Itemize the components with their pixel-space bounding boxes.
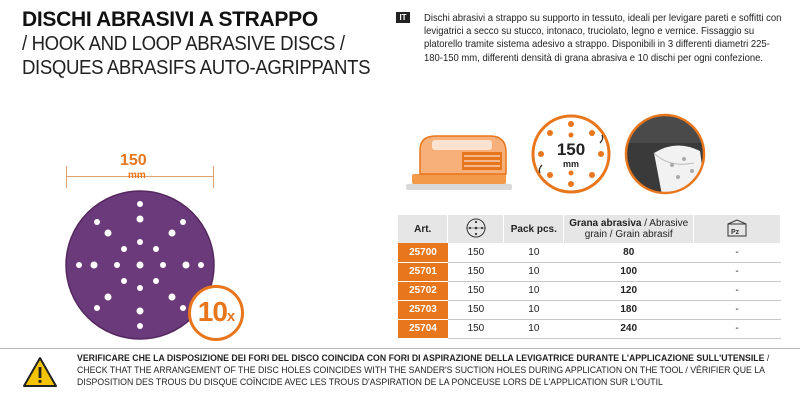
disc-diameter-icon	[465, 218, 486, 237]
diameter-badge: 150 mm	[530, 113, 612, 195]
disc-application-icon	[624, 113, 706, 195]
box-pieces-icon: Pz	[727, 218, 747, 236]
hole-pattern-icon	[531, 114, 611, 194]
disc-illustration: 150 mm	[40, 140, 280, 350]
orbital-sander-icon	[406, 135, 512, 190]
table-header-row: Art. Pack pcs. Grana abrasiva / Abrasive…	[398, 215, 781, 243]
cell-grain: 240	[563, 319, 694, 339]
header-grain: Grana abrasiva / Abrasive grain / Grain …	[563, 215, 695, 243]
warning-icon	[23, 357, 57, 387]
cell-extra: -	[693, 262, 781, 282]
quantity-suffix: x	[226, 308, 235, 325]
pieces-label: Pz	[731, 229, 740, 236]
specs-table: Art. Pack pcs. Grana abrasiva / Abrasive…	[398, 215, 781, 339]
cell-grain: 120	[563, 281, 694, 301]
cell-diameter: 150	[447, 262, 504, 282]
cell-extra: -	[693, 300, 781, 320]
cell-grain: 100	[563, 262, 694, 282]
cell-grain: 80	[563, 243, 694, 263]
cell-diameter: 150	[447, 243, 504, 263]
cell-diameter: 150	[447, 319, 504, 339]
table-row: 25704 150 10 240-	[398, 319, 781, 339]
subtitle-english: / HOOK AND LOOP ABRASIVE DISCS /	[22, 33, 345, 55]
cell-extra: -	[693, 243, 781, 263]
footer-divider	[0, 348, 800, 349]
dimension-tick-left	[66, 166, 67, 188]
header-pieces: Pz	[693, 215, 781, 243]
header-art: Art.	[398, 215, 449, 243]
footer-warning-rest: / CHECK THAT THE ARRANGEMENT OF THE DISC…	[77, 353, 770, 388]
cell-extra: -	[693, 319, 781, 339]
title-block: DISCHI ABRASIVI A STRAPPO / HOOK AND LOO…	[22, 8, 382, 80]
cell-pack: 10	[503, 319, 564, 339]
footer-warning-text: VERIFICARE CHE LA DISPOSIZIONE DEI FORI …	[77, 353, 780, 389]
header-diameter	[447, 215, 505, 243]
cell-pack: 10	[503, 300, 564, 320]
page-title: DISCHI ABRASIVI A STRAPPO	[22, 8, 318, 31]
cell-pack: 10	[503, 262, 564, 282]
disc-diameter-unit: mm	[128, 170, 146, 181]
footer-warning-bold: VERIFICARE CHE LA DISPOSIZIONE DEI FORI …	[77, 353, 765, 364]
disc-icon	[65, 190, 215, 340]
cell-art: 25701	[398, 262, 448, 282]
badge-diameter-unit: mm	[562, 159, 579, 169]
table-row: 25702 150 10 120-	[398, 281, 781, 301]
cell-pack: 10	[503, 243, 564, 263]
product-description: Dischi abrasivi a strappo su supporto in…	[424, 13, 782, 64]
badge-diameter-value: 150	[556, 140, 586, 159]
table-row: 25701 150 10 100-	[398, 262, 781, 282]
header-pack: Pack pcs.	[503, 215, 565, 243]
cell-diameter: 150	[447, 300, 504, 320]
quantity-value: 10	[197, 296, 228, 327]
cell-pack: 10	[503, 281, 564, 301]
language-badge: IT	[396, 12, 410, 23]
dimension-line	[66, 176, 214, 177]
cell-art: 25702	[398, 281, 448, 301]
cell-art: 25703	[398, 300, 448, 320]
cell-extra: -	[693, 281, 781, 301]
disc-diameter-value: 150	[120, 152, 147, 169]
header-grain-en-fr: / Abrasive grain / Grain abrasif	[584, 218, 689, 240]
header-grain-it: Grana abrasiva	[569, 218, 642, 229]
dimension-tick-right	[213, 166, 214, 188]
table-row: 25700 150 10 80-	[398, 243, 781, 263]
quantity-badge: 10x	[188, 285, 244, 341]
table-row: 25703 150 10 180-	[398, 300, 781, 320]
cell-art: 25704	[398, 319, 448, 339]
cell-grain: 180	[563, 300, 694, 320]
cell-art: 25700	[398, 243, 448, 263]
subtitle-french: DISQUES ABRASIFS AUTO-AGRIPPANTS	[22, 57, 371, 79]
cell-diameter: 150	[447, 281, 504, 301]
